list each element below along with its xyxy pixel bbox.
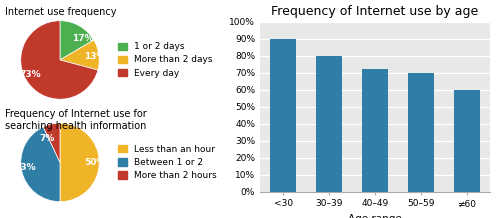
Text: Internet use frequency: Internet use frequency (5, 7, 116, 17)
Text: 50%: 50% (84, 158, 105, 167)
Text: 17%: 17% (72, 34, 94, 43)
Text: Frequency of Internet use for
searching health information: Frequency of Internet use for searching … (5, 109, 147, 131)
Text: 7%: 7% (40, 134, 54, 143)
Wedge shape (21, 21, 98, 99)
Text: 13%: 13% (84, 52, 106, 61)
Legend: Less than an hour, Between 1 or 2, More than 2 hours: Less than an hour, Between 1 or 2, More … (118, 145, 216, 180)
Bar (362, 69, 388, 192)
X-axis label: Age range: Age range (348, 214, 402, 218)
Wedge shape (21, 127, 60, 202)
Bar (316, 56, 342, 192)
Wedge shape (60, 123, 99, 202)
Text: 73%: 73% (19, 70, 40, 79)
Wedge shape (44, 123, 60, 162)
Wedge shape (60, 40, 99, 70)
Legend: 1 or 2 days, More than 2 days, Every day: 1 or 2 days, More than 2 days, Every day (118, 42, 212, 78)
Text: 43%: 43% (14, 163, 36, 172)
Bar (270, 39, 295, 192)
Bar (408, 73, 434, 192)
Title: Frequency of Internet use by age: Frequency of Internet use by age (272, 5, 478, 18)
Bar (454, 90, 479, 192)
Wedge shape (60, 21, 94, 60)
